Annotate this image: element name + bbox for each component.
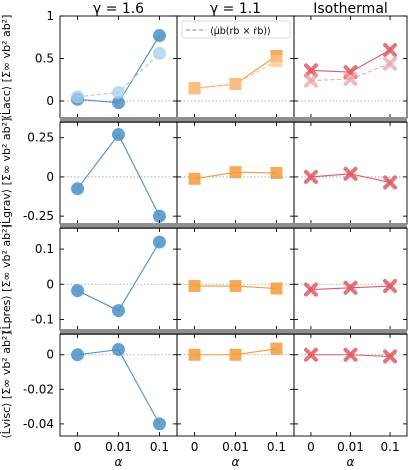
data-point (71, 90, 85, 104)
data-point (343, 280, 358, 295)
y-tick-label: 0 (46, 94, 54, 108)
y-axis-label: ⟨L̇acc⟩ [Σ∞ vb² ab²] (0, 15, 13, 120)
panel-visc-0: -0.04 -0.02 0 (23, 333, 178, 437)
data-point (229, 78, 242, 90)
data-point (383, 56, 398, 71)
data-point (152, 417, 166, 431)
data-point (303, 169, 318, 184)
data-point (112, 128, 125, 142)
data-point (270, 55, 283, 68)
row-separator (60, 329, 407, 335)
panel-grav-2 (293, 121, 408, 225)
data-point (71, 284, 85, 298)
data-point (188, 82, 201, 95)
panel-acc-0: 00.51 (35, 9, 178, 119)
data-point (383, 175, 398, 190)
y-tick-label: -0.25 (23, 209, 54, 223)
panel-visc-1 (176, 333, 295, 437)
panel-pres-2 (293, 227, 408, 331)
x-tick-label: 0 (191, 440, 199, 454)
axes-frame (293, 15, 408, 119)
x-axis-label: α (347, 455, 355, 469)
row-separator (60, 117, 407, 123)
panel-acc-1 (176, 15, 295, 119)
column-title: γ = 1.6 (93, 1, 144, 17)
y-tick-label: 0 (46, 170, 54, 184)
data-point (343, 71, 358, 86)
data-point (343, 166, 358, 181)
y-tick-label: -0.04 (23, 417, 54, 431)
data-point (188, 280, 201, 293)
panel-visc-2 (293, 333, 408, 437)
data-point (71, 182, 85, 196)
axes-frame (293, 333, 408, 437)
data-point (303, 347, 318, 362)
data-point (303, 63, 318, 78)
panel-grav-0: -0.25 0 0.25 (23, 121, 178, 225)
legend-box (181, 20, 291, 39)
data-point (229, 280, 242, 293)
x-axis-label: α (232, 455, 240, 469)
x-axis-label: α (115, 455, 123, 469)
x-tick-label: 0.1 (150, 440, 169, 454)
legend-label: ⟨μ̇b(rb × ṙb)⟩ (210, 26, 271, 37)
column-title: γ = 1.1 (210, 1, 261, 17)
y-tick-label: -0.1 (31, 312, 54, 326)
series-line (77, 241, 160, 312)
y-tick-label: 0 (46, 348, 54, 362)
y-tick-label: 0.1 (35, 242, 54, 256)
column-title: Isothermal (313, 1, 388, 17)
series-line (310, 49, 391, 73)
data-point (229, 166, 242, 179)
y-axis-label: ⟨L̇grav⟩ [Σ∞ vb² ab²] (0, 118, 13, 229)
series-line (77, 133, 160, 217)
legend: ⟨μ̇b(rb × ṙb)⟩ (181, 20, 291, 39)
data-point (229, 348, 242, 361)
row-separator (60, 223, 407, 229)
x-tick-label: 0.1 (381, 440, 400, 454)
x-tick-label: 0.01 (105, 440, 132, 454)
x-tick-label: 0.1 (267, 440, 286, 454)
y-tick-label: 0.5 (35, 52, 54, 66)
data-point (303, 282, 318, 297)
data-point (152, 209, 166, 223)
series-line (77, 348, 160, 425)
data-point (270, 342, 283, 355)
panel-grav-1 (176, 121, 295, 225)
data-point (383, 43, 398, 57)
data-point (112, 304, 125, 318)
data-point (112, 86, 125, 99)
data-point (188, 348, 201, 361)
y-tick-label: 0.25 (27, 131, 54, 145)
data-point (303, 73, 318, 88)
data-point (270, 282, 283, 295)
data-point (188, 172, 201, 185)
data-point (71, 348, 85, 362)
y-tick-label: -0.02 (23, 382, 54, 396)
data-point (152, 46, 166, 60)
y-tick-label: 1 (46, 9, 54, 23)
panel-pres-0: -0.1 0 0.1 (31, 227, 178, 331)
y-tick-label: 0 (46, 277, 54, 291)
x-tick-label: 0 (307, 440, 315, 454)
data-point (112, 343, 125, 357)
panel-acc-2 (293, 15, 408, 119)
data-point (270, 167, 283, 179)
y-axis-label: ⟨L̇visc⟩ [Σ∞ vb² ab²] (0, 331, 13, 438)
x-tick-label: 0 (74, 440, 82, 454)
axes-frame (293, 227, 408, 331)
data-point (383, 279, 398, 294)
x-tick-label: 0.01 (222, 440, 249, 454)
x-tick-label: 0.01 (337, 440, 364, 454)
data-point (152, 29, 166, 43)
axes-frame (176, 227, 295, 331)
data-point (343, 347, 358, 362)
y-axis-label: ⟨L̇pres⟩ [Σ∞ vb² ab²] (0, 224, 13, 334)
data-point (112, 96, 125, 110)
data-point (383, 349, 398, 364)
panel-pres-1 (176, 227, 295, 331)
data-point (152, 235, 166, 249)
